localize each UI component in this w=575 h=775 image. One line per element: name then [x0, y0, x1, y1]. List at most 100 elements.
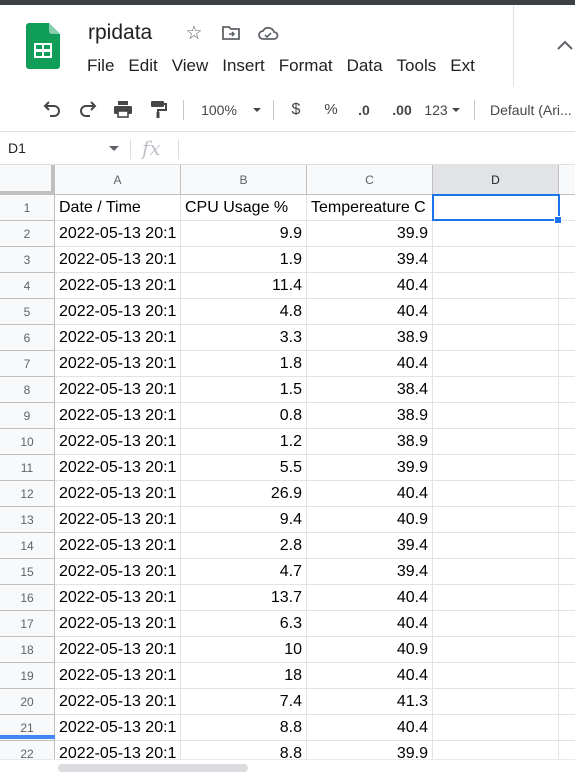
document-title[interactable]: rpidata	[88, 21, 153, 44]
name-box[interactable]: D1	[0, 133, 128, 165]
table-cell[interactable]	[433, 403, 559, 429]
column-label-cell[interactable]: CPU Usage %	[181, 195, 307, 221]
table-cell[interactable]: 11.4	[181, 273, 307, 299]
fill-handle[interactable]	[554, 216, 562, 224]
row-header[interactable]: 6	[0, 325, 55, 351]
menu-data[interactable]: Data	[346, 56, 383, 75]
table-cell[interactable]: 41.3	[307, 689, 433, 715]
spreadsheet-grid[interactable]: A B C D 1 Date / Time CPU Usage % Tempereature …	[0, 165, 575, 759]
move-to-folder-icon[interactable]	[220, 23, 242, 45]
row-header[interactable]: 2	[0, 221, 55, 247]
table-cell[interactable]	[433, 663, 559, 689]
table-cell[interactable]: 2022-05-13 20:1	[55, 585, 181, 611]
row-header[interactable]: 20	[0, 689, 55, 715]
paint-format-icon[interactable]	[146, 98, 170, 122]
row-header[interactable]: 14	[0, 533, 55, 559]
table-cell[interactable]: 40.4	[307, 663, 433, 689]
table-cell[interactable]: 7.4	[181, 689, 307, 715]
table-cell[interactable]	[559, 247, 575, 273]
table-cell[interactable]: 2022-05-13 20:1	[55, 325, 181, 351]
table-cell[interactable]: 0.8	[181, 403, 307, 429]
table-cell[interactable]	[433, 507, 559, 533]
table-cell[interactable]: 2022-05-13 20:1	[55, 351, 181, 377]
table-cell[interactable]	[433, 481, 559, 507]
table-cell[interactable]	[433, 741, 559, 759]
zoom-caret-icon[interactable]	[250, 98, 264, 122]
table-cell[interactable]: 2022-05-13 20:1	[55, 689, 181, 715]
table-cell[interactable]: 2022-05-13 20:1	[55, 455, 181, 481]
table-cell[interactable]: 1.8	[181, 351, 307, 377]
table-cell[interactable]	[559, 325, 575, 351]
number-format-caret-icon[interactable]	[450, 98, 462, 122]
table-cell[interactable]: 2022-05-13 20:1	[55, 429, 181, 455]
menu-file[interactable]: File	[87, 56, 115, 75]
table-cell[interactable]	[559, 273, 575, 299]
row-header[interactable]: 4	[0, 273, 55, 299]
column-header-c[interactable]: C	[307, 165, 433, 195]
table-cell[interactable]	[559, 429, 575, 455]
table-cell[interactable]	[433, 637, 559, 663]
table-cell[interactable]	[559, 689, 575, 715]
table-cell[interactable]: 39.4	[307, 247, 433, 273]
table-cell[interactable]: 2022-05-13 20:1	[55, 533, 181, 559]
table-cell[interactable]	[559, 741, 575, 759]
row-header[interactable]: 15	[0, 559, 55, 585]
table-cell[interactable]: 2022-05-13 20:1	[55, 741, 181, 759]
table-cell[interactable]	[559, 299, 575, 325]
table-cell[interactable]: 3.3	[181, 325, 307, 351]
table-cell[interactable]: 40.9	[307, 507, 433, 533]
table-cell[interactable]	[433, 377, 559, 403]
table-cell[interactable]: 1.5	[181, 377, 307, 403]
table-cell[interactable]: 1.2	[181, 429, 307, 455]
table-cell[interactable]: 2022-05-13 20:1	[55, 221, 181, 247]
table-cell[interactable]: 1.9	[181, 247, 307, 273]
row-header[interactable]: 17	[0, 611, 55, 637]
sheets-logo-icon[interactable]	[26, 23, 60, 69]
table-cell[interactable]: 40.4	[307, 351, 433, 377]
column-header-d[interactable]: D	[433, 165, 559, 195]
column-header-a[interactable]: A	[55, 165, 181, 195]
row-header[interactable]: 19	[0, 663, 55, 689]
table-cell[interactable]: 2022-05-13 20:1	[55, 715, 181, 741]
table-cell[interactable]: 18	[181, 663, 307, 689]
horizontal-scrollbar[interactable]	[0, 759, 575, 775]
table-cell[interactable]: 6.3	[181, 611, 307, 637]
table-cell[interactable]	[433, 221, 559, 247]
table-cell[interactable]	[559, 195, 575, 221]
table-cell[interactable]	[433, 247, 559, 273]
table-cell[interactable]: 9.4	[181, 507, 307, 533]
collapse-menu-icon[interactable]	[554, 35, 575, 57]
font-family-select[interactable]: Default (Ari...	[490, 102, 572, 118]
table-cell[interactable]	[433, 611, 559, 637]
table-cell[interactable]: 38.4	[307, 377, 433, 403]
table-cell[interactable]	[433, 351, 559, 377]
table-cell[interactable]: 38.9	[307, 403, 433, 429]
row-header[interactable]: 8	[0, 377, 55, 403]
table-cell[interactable]: 2.8	[181, 533, 307, 559]
table-cell[interactable]: 38.9	[307, 325, 433, 351]
table-cell[interactable]: 8.8	[181, 715, 307, 741]
row-header[interactable]: 18	[0, 637, 55, 663]
row-header[interactable]: 10	[0, 429, 55, 455]
menu-tools[interactable]: Tools	[396, 56, 437, 75]
table-cell[interactable]: 2022-05-13 20:1	[55, 247, 181, 273]
row-header[interactable]: 22	[0, 741, 55, 759]
table-cell[interactable]	[433, 585, 559, 611]
table-cell[interactable]	[559, 351, 575, 377]
percent-format-button[interactable]: %	[324, 101, 338, 118]
table-cell[interactable]	[559, 637, 575, 663]
number-format-button[interactable]: 123	[424, 102, 448, 118]
undo-icon[interactable]	[40, 98, 64, 122]
active-cell-selection[interactable]	[432, 194, 560, 221]
table-cell[interactable]: 2022-05-13 20:1	[55, 377, 181, 403]
row-header[interactable]: 11	[0, 455, 55, 481]
horizontal-scroll-thumb[interactable]	[58, 764, 248, 772]
table-cell[interactable]: 40.9	[307, 637, 433, 663]
table-cell[interactable]	[559, 533, 575, 559]
menu-insert[interactable]: Insert	[222, 56, 265, 75]
menu-view[interactable]: View	[171, 56, 209, 75]
table-cell[interactable]: 10	[181, 637, 307, 663]
table-cell[interactable]: 40.4	[307, 273, 433, 299]
table-cell[interactable]: 40.4	[307, 299, 433, 325]
table-cell[interactable]: 40.4	[307, 715, 433, 741]
